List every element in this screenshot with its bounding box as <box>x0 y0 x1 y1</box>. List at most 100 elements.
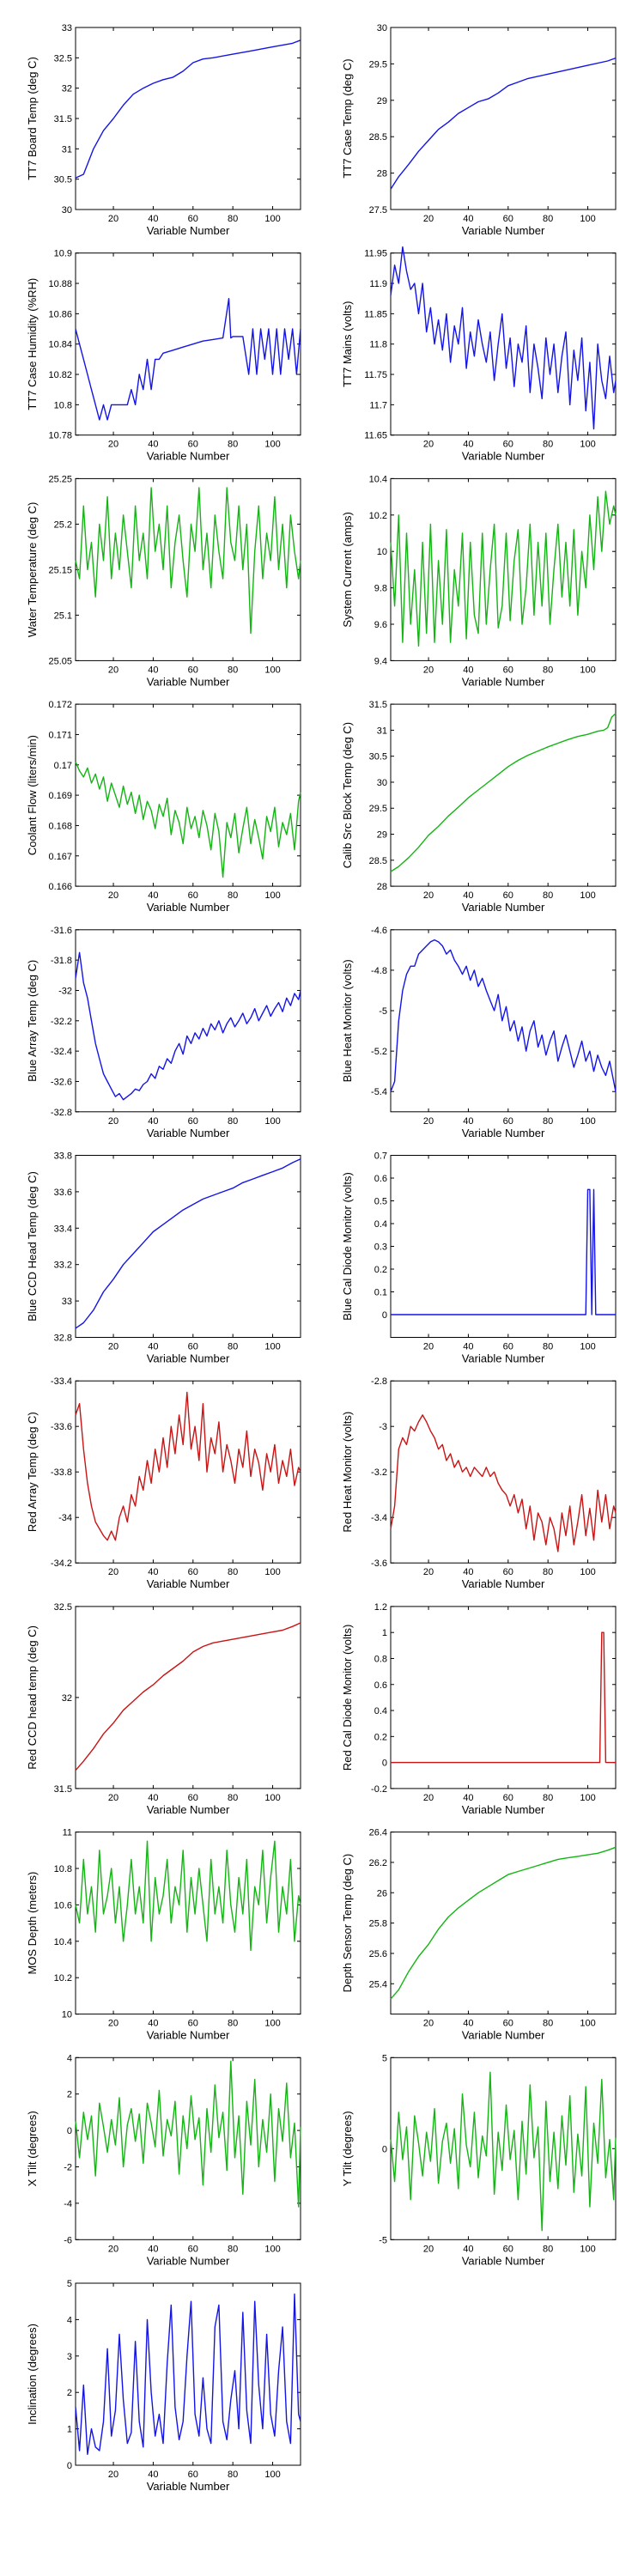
y-tick-label: 33 <box>62 23 72 33</box>
y-tick-label: 25.8 <box>369 1919 387 1929</box>
y-tick-label: 32.5 <box>54 53 72 64</box>
series-line <box>75 761 301 878</box>
series-line <box>75 1391 301 1541</box>
y-axis-label: MOS Depth (meters) <box>26 1872 39 1975</box>
y-tick-label: 32.8 <box>54 1334 72 1344</box>
x-tick-label: 40 <box>463 1342 473 1352</box>
y-tick-label: -34 <box>58 1513 72 1523</box>
series-line <box>75 298 301 421</box>
y-tick-label: 10.88 <box>48 279 72 289</box>
x-tick-label: 60 <box>188 1116 198 1127</box>
plot-area <box>390 1606 617 1789</box>
y-tick-label: 0.166 <box>48 882 72 892</box>
y-tick-label: 28 <box>377 169 387 179</box>
y-tick-label: -4 <box>64 2199 72 2209</box>
y-tick-label: 0.171 <box>48 730 72 740</box>
chart-panel: 20 40 60 80 100 -34.2 -34 -33.8 -33.6 -33.4 Variab… <box>26 1376 301 1590</box>
x-axis-label: Variable Number <box>462 224 545 237</box>
series-line <box>390 246 617 430</box>
y-tick-label: 10.2 <box>369 511 387 521</box>
y-tick-label: 0 <box>67 2461 72 2471</box>
y-axis-label: Inclination (degrees) <box>26 2324 39 2425</box>
x-tick-label: 20 <box>423 440 434 450</box>
y-tick-label: 3 <box>67 2352 72 2362</box>
y-tick-label: 33.2 <box>54 1261 72 1271</box>
y-tick-label: 25.6 <box>369 1949 387 1959</box>
y-tick-label: -5.2 <box>371 1047 387 1057</box>
y-tick-label: 26 <box>377 1888 387 1899</box>
x-tick-label: 60 <box>503 1116 513 1127</box>
y-tick-label: -4.8 <box>371 966 387 976</box>
series-line <box>75 1158 301 1329</box>
y-tick-label: 10.84 <box>48 340 72 350</box>
x-tick-label: 80 <box>228 1116 238 1127</box>
y-axis-label: Red Cal Diode Monitor (volts) <box>341 1625 354 1771</box>
x-tick-label: 100 <box>580 2019 595 2029</box>
y-tick-label: 30.5 <box>54 175 72 185</box>
y-tick-label: 0.1 <box>374 1288 387 1298</box>
y-tick-label: 30 <box>377 23 387 33</box>
y-tick-label: 1 <box>67 2425 72 2435</box>
x-tick-label: 20 <box>108 440 118 450</box>
x-axis-label: Variable Number <box>147 450 230 463</box>
y-tick-label: 33.6 <box>54 1188 72 1198</box>
y-tick-label: 11.95 <box>364 249 387 259</box>
y-tick-label: 10 <box>62 2010 72 2020</box>
x-axis-label: Variable Number <box>462 1803 545 1816</box>
y-tick-label: 0.17 <box>54 761 72 771</box>
x-tick-label: 20 <box>108 2470 118 2480</box>
series-line <box>390 1414 617 1552</box>
y-tick-label: -33.4 <box>51 1376 72 1387</box>
y-tick-label: -32 <box>58 986 72 996</box>
x-axis-label: Variable Number <box>462 450 545 463</box>
x-tick-label: 100 <box>264 2019 280 2029</box>
x-tick-label: 20 <box>423 1116 434 1127</box>
x-tick-label: 100 <box>580 665 595 675</box>
y-tick-label: -6 <box>64 2235 72 2245</box>
x-tick-label: 40 <box>463 2019 473 2029</box>
plot-area <box>75 27 301 210</box>
y-tick-label: 0 <box>67 2126 72 2136</box>
y-tick-label: -3.6 <box>371 1558 387 1569</box>
x-tick-label: 80 <box>228 665 238 675</box>
series-line <box>75 951 301 1101</box>
x-tick-label: 100 <box>264 1342 280 1352</box>
x-axis-label: Variable Number <box>147 1352 230 1365</box>
x-tick-label: 100 <box>580 440 595 450</box>
x-axis-label: Variable Number <box>462 2254 545 2267</box>
y-tick-label: 0.8 <box>374 1654 387 1664</box>
y-tick-label: 5 <box>67 2279 72 2289</box>
x-tick-label: 20 <box>108 890 118 901</box>
y-tick-label: 10.8 <box>54 1864 72 1874</box>
y-axis-label: System Current (amps) <box>341 512 354 627</box>
series-line <box>75 1840 301 1952</box>
x-tick-label: 100 <box>264 890 280 901</box>
x-tick-label: 80 <box>228 1342 238 1352</box>
y-axis-label: Blue Array Temp (deg C) <box>26 960 39 1082</box>
y-tick-label: 29 <box>377 96 387 106</box>
x-tick-label: 40 <box>463 1793 473 1803</box>
y-tick-label: 10 <box>377 547 387 557</box>
y-axis-label: Red CCD head temp (deg C) <box>26 1625 39 1770</box>
y-axis-label: Y Tilt (degrees) <box>341 2111 354 2186</box>
chart-panel: 20 40 60 80 100 28 28.5 29 29.5 30 30.5 31 31.5 Varia… <box>341 700 617 914</box>
y-tick-label: 4 <box>67 2315 72 2325</box>
x-tick-label: 100 <box>580 890 595 901</box>
y-axis-label: Red Array Temp (deg C) <box>26 1412 39 1532</box>
x-axis-label: Variable Number <box>147 1127 230 1139</box>
y-tick-label: -34.2 <box>51 1558 72 1569</box>
x-tick-label: 80 <box>228 1567 238 1577</box>
y-tick-label: 30.5 <box>369 752 387 762</box>
y-tick-label: -0.2 <box>371 1784 387 1795</box>
series-line <box>390 939 617 1092</box>
y-tick-label: -32.6 <box>51 1077 72 1087</box>
y-tick-label: 2 <box>67 2090 72 2100</box>
plot-area <box>390 1380 617 1564</box>
x-tick-label: 40 <box>148 440 158 450</box>
y-tick-label: 28.5 <box>369 132 387 143</box>
x-tick-label: 40 <box>148 2470 158 2480</box>
x-tick-label: 100 <box>264 214 280 224</box>
y-tick-label: 29.5 <box>369 59 387 70</box>
y-tick-label: -32.4 <box>51 1047 72 1057</box>
